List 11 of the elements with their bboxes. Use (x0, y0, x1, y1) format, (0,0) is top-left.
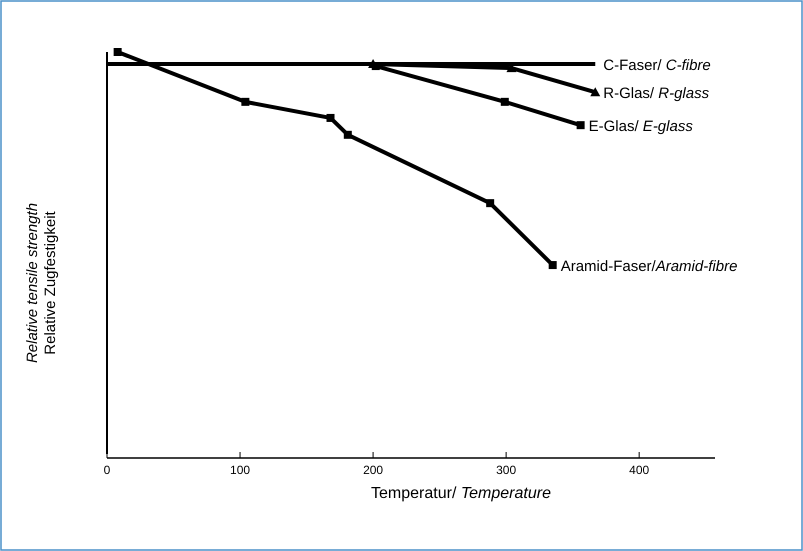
x-axis-title: Temperatur/ Temperature (371, 485, 552, 502)
y-axis-title: Relative tensile strength Relative Zugfestigkeit (24, 202, 59, 364)
x-tick-label: 300 (496, 463, 516, 477)
x-tick-label: 200 (363, 463, 384, 477)
x-tick-label: 0 (104, 463, 111, 477)
series-label: C-Faser/ C-fibre (603, 57, 711, 74)
series-label: Aramid-Faser/Aramid-fibre (560, 258, 738, 276)
series-label: R-Glas/ R-glass (603, 85, 710, 102)
series-label: E-Glas/ E-glass (588, 118, 694, 136)
x-tick-label: 400 (629, 463, 650, 477)
x-tick-label: 100 (230, 463, 250, 477)
